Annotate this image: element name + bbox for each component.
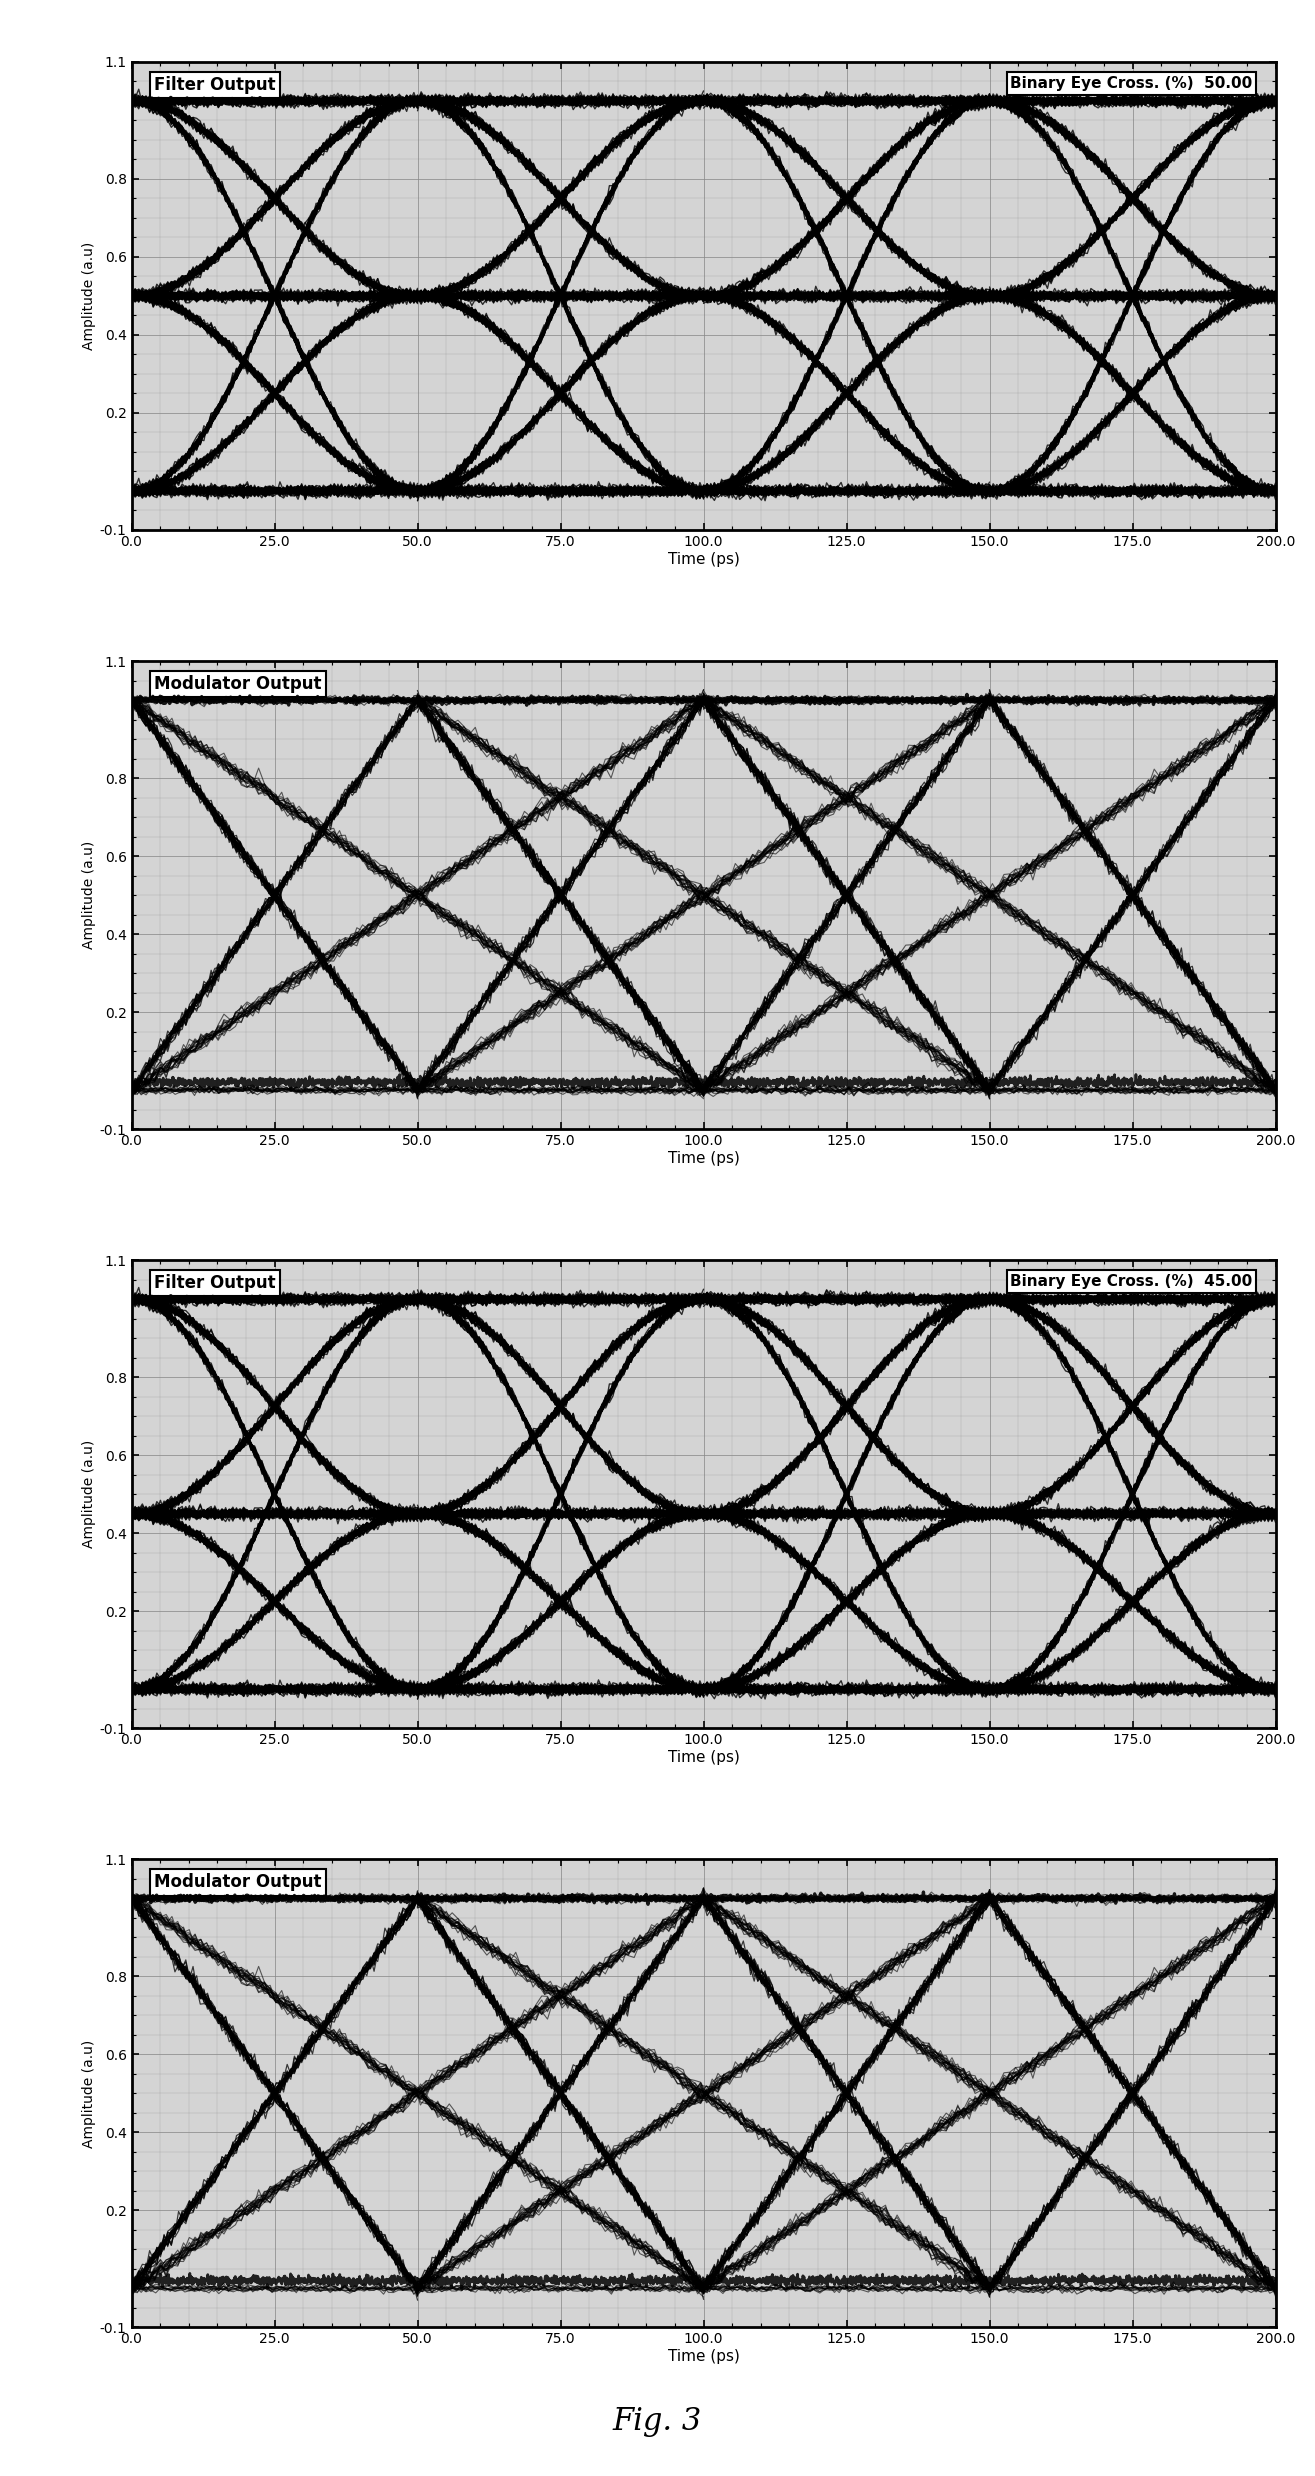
- Y-axis label: Amplitude (a.u): Amplitude (a.u): [82, 842, 96, 948]
- X-axis label: Time (ps): Time (ps): [668, 2350, 739, 2365]
- X-axis label: Time (ps): Time (ps): [668, 1751, 739, 1765]
- Y-axis label: Amplitude (a.u): Amplitude (a.u): [82, 243, 96, 349]
- Text: Filter Output: Filter Output: [154, 1275, 276, 1292]
- Text: Binary Eye Cross. (%)  45.00: Binary Eye Cross. (%) 45.00: [1010, 1275, 1253, 1290]
- Y-axis label: Amplitude (a.u): Amplitude (a.u): [82, 2040, 96, 2147]
- Text: Filter Output: Filter Output: [154, 77, 276, 94]
- Text: Modulator Output: Modulator Output: [154, 1874, 322, 1892]
- X-axis label: Time (ps): Time (ps): [668, 1151, 739, 1166]
- Text: Fig. 3: Fig. 3: [613, 2407, 702, 2436]
- Text: Modulator Output: Modulator Output: [154, 676, 322, 693]
- X-axis label: Time (ps): Time (ps): [668, 552, 739, 567]
- Y-axis label: Amplitude (a.u): Amplitude (a.u): [82, 1441, 96, 1548]
- Text: Binary Eye Cross. (%)  50.00: Binary Eye Cross. (%) 50.00: [1010, 77, 1253, 92]
